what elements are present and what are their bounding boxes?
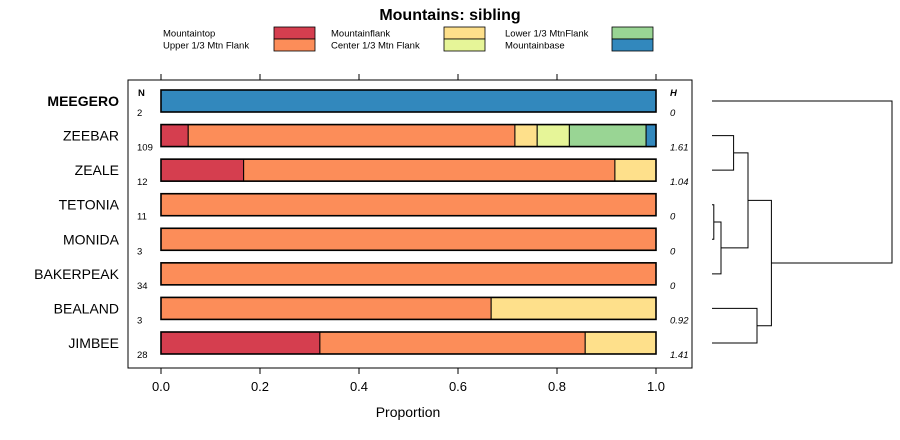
legend-label: Lower 1/3 MtnFlank [505, 29, 589, 40]
legend-swatch [611, 38, 654, 52]
n-value: 28 [137, 350, 148, 361]
bar-row [160, 331, 657, 355]
bar-segment [536, 124, 570, 148]
row-label: ZEALE [75, 162, 119, 178]
row-label: TETONIA [59, 197, 120, 213]
dendrogram-branch [712, 135, 735, 171]
h-value: 0 [670, 212, 676, 223]
n-value: 3 [137, 246, 142, 257]
h-value: 0.92 [670, 315, 689, 326]
x-tick-label: 0.8 [548, 379, 566, 394]
legend-swatch [611, 26, 654, 40]
bar-segment [614, 158, 657, 182]
legend-label: Mountainflank [331, 29, 390, 40]
x-tick-label: 0.4 [350, 379, 368, 394]
legend-label: Center 1/3 Mtn Flank [331, 41, 420, 52]
bar-outline [160, 192, 657, 217]
legend-swatch [273, 26, 316, 40]
bar-row [160, 89, 657, 113]
bar-outline [160, 123, 657, 148]
legend-swatch [273, 38, 316, 52]
x-tick-label: 1.0 [647, 379, 665, 394]
bar-segment [160, 193, 657, 217]
bar-segment [187, 124, 516, 148]
bar-segment [490, 296, 657, 320]
bar-outline [160, 296, 657, 321]
x-axis-title: Proportion [376, 404, 441, 420]
bar-segment [645, 124, 657, 148]
bar-segment [160, 296, 492, 320]
dendrogram-branch [748, 199, 772, 327]
bar-row [160, 296, 657, 321]
bar-segment [514, 124, 538, 148]
bar-segment [160, 227, 657, 251]
h-value: 0 [670, 281, 676, 292]
row-label: BAKERPEAK [34, 266, 119, 282]
n-value: 34 [137, 281, 148, 292]
bar-segment [160, 89, 657, 113]
bar-segment [160, 124, 189, 148]
bar-outline [160, 89, 657, 113]
legend-label: Upper 1/3 Mtn Flank [163, 41, 249, 52]
plot-frame [127, 79, 693, 369]
chart-title: Mountains: sibling [379, 7, 520, 24]
n-column-header: N [138, 88, 145, 99]
bar-row [160, 192, 657, 217]
h-value: 0 [670, 108, 676, 119]
n-value: 11 [137, 212, 147, 223]
bar-segment [160, 331, 321, 355]
h-value: 0 [670, 246, 676, 257]
bar-row [160, 123, 657, 148]
n-value: 2 [137, 108, 142, 119]
bar-outline [160, 262, 657, 286]
row-label: JIMBEE [68, 335, 119, 351]
x-tick-label: 0.6 [449, 379, 467, 394]
bar-segment [584, 331, 657, 355]
bars [160, 89, 657, 355]
bar-segment [319, 331, 586, 355]
bar-row [160, 227, 657, 252]
bar-segment [568, 124, 647, 148]
dendrogram-branch [712, 307, 758, 344]
x-axis: 0.0 0.2 0.4 0.6 0.8 1.0 [152, 74, 665, 394]
h-value: 1.61 [670, 143, 689, 154]
n-value: 109 [137, 143, 153, 154]
h-value: 1.04 [670, 177, 689, 188]
x-tick-label: 0.0 [152, 379, 170, 394]
bar-segment [160, 158, 245, 182]
dendrogram-branch [712, 100, 893, 264]
h-column-header: H [670, 88, 678, 99]
h-value: 1.41 [670, 350, 689, 361]
n-value: 12 [137, 177, 148, 188]
legend-label: Mountainbase [505, 41, 565, 52]
n-value: 3 [137, 315, 142, 326]
bar-outline [160, 331, 657, 355]
bar-row [160, 158, 657, 182]
bar-segment [160, 262, 657, 286]
bar-outline [160, 227, 657, 252]
dendrogram-branch [721, 152, 749, 249]
legend-label: Mountaintop [163, 29, 215, 40]
dendrogram [712, 100, 893, 344]
dendrogram-branch [712, 204, 715, 240]
x-tick-label: 0.2 [251, 379, 269, 394]
bar-outline [160, 158, 657, 182]
row-label: MEEGERO [47, 93, 119, 109]
row-label: MONIDA [63, 231, 120, 247]
legend-swatch [443, 26, 486, 40]
row-label: ZEEBAR [63, 128, 119, 144]
legend-swatch [443, 38, 486, 52]
bar-segment [243, 158, 616, 182]
row-label: BEALAND [54, 300, 119, 316]
bar-row [160, 262, 657, 286]
row-labels: MEEGERO 2 0 ZEEBAR 109 1.61 ZEALE 12 1.04 TETONIA… [34, 93, 689, 361]
